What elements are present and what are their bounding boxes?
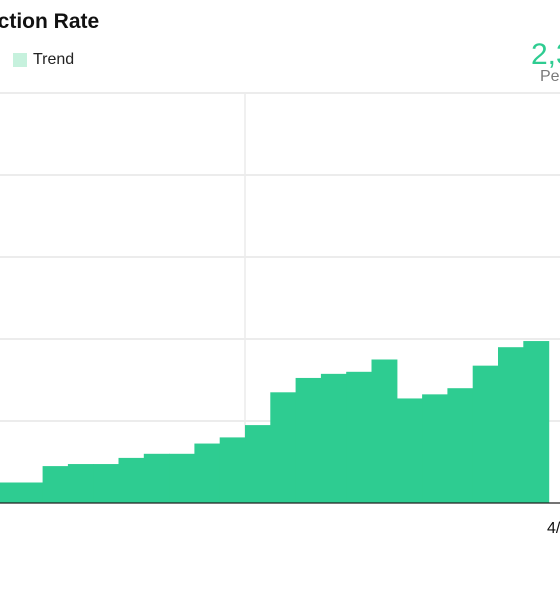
area-step-bar: [270, 392, 297, 503]
area-step-bar: [320, 373, 347, 503]
area-step-bar: [245, 425, 271, 503]
area-step-bar: [371, 359, 398, 503]
area-step-bar: [396, 398, 423, 503]
area-step-bar: [67, 464, 94, 503]
chart-title: Production Rate: [0, 10, 100, 33]
legend-label-trend: Trend: [33, 51, 75, 68]
area-step-bar: [219, 437, 246, 503]
area-step-bar: [93, 464, 120, 503]
current-value-label: Per: [540, 68, 560, 85]
x-tick-label: 4/: [547, 520, 560, 537]
area-step-bar: [346, 371, 373, 503]
area-step-bar: [422, 394, 448, 503]
area-step-bar: [295, 377, 322, 503]
area-step-bar: [447, 388, 474, 503]
area-step-bar: [523, 341, 550, 503]
area-step-bar: [498, 347, 524, 503]
area-step-bar: [0, 482, 18, 503]
area-step-bar: [17, 482, 44, 503]
area-step-bar: [118, 457, 145, 503]
legend: Trend: [13, 50, 74, 70]
area-step-bar: [143, 453, 170, 503]
area-step-bar: [169, 453, 195, 503]
current-value: 2,3: [531, 38, 560, 71]
legend-swatch: [13, 53, 27, 67]
area-step-bar: [42, 466, 69, 503]
area-step-bar: [472, 365, 499, 503]
area-step-bar: [194, 443, 221, 503]
